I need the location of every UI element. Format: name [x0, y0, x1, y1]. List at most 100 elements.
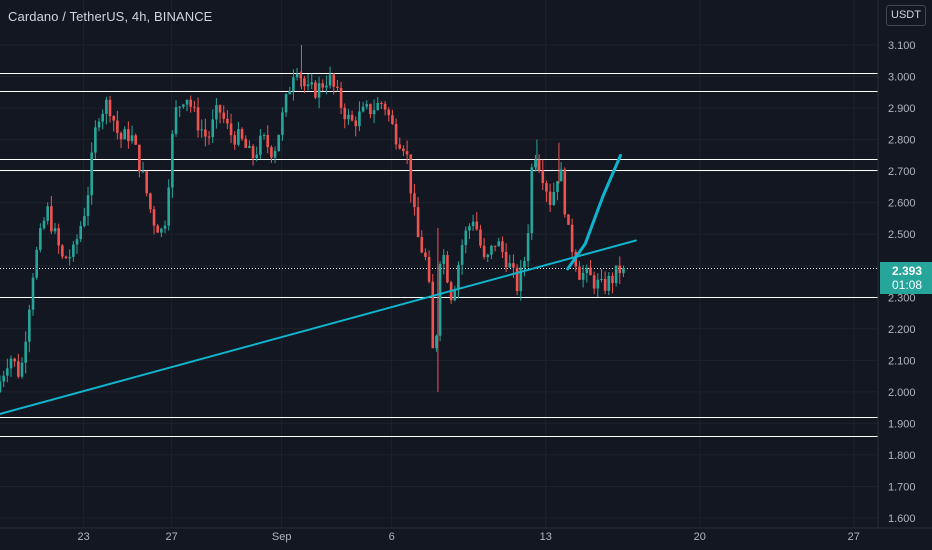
candle-body: [332, 74, 336, 87]
candle-body: [493, 245, 497, 247]
candle-body: [442, 255, 446, 264]
price-tick-label: 2.100: [888, 355, 916, 367]
candle-body: [284, 94, 288, 113]
price-tick-label: 1.600: [888, 513, 916, 525]
bar-countdown: 01:08: [892, 278, 923, 292]
trendline-drawings[interactable]: [0, 153, 637, 415]
candle-body: [486, 254, 490, 258]
candle-body: [28, 309, 31, 342]
candle-body: [328, 74, 332, 86]
candle-body: [138, 144, 141, 172]
candle-body: [464, 230, 468, 246]
candle-body: [482, 245, 486, 258]
candle-series: [0, 45, 625, 394]
candle-body: [306, 84, 310, 87]
candle-body: [413, 193, 416, 208]
candle-body: [570, 224, 574, 252]
candle-body: [387, 109, 391, 116]
candle-body: [618, 265, 622, 274]
candle-body: [39, 228, 42, 250]
price-tick-label: 2.600: [888, 198, 916, 210]
candle-body: [504, 251, 508, 268]
last-price-value: 2.393: [892, 264, 923, 278]
candle-body: [160, 228, 163, 233]
candle-body: [2, 375, 5, 382]
candle-body: [581, 272, 585, 280]
candle-body: [57, 228, 60, 246]
candle-body: [13, 358, 16, 362]
candle-body: [116, 120, 119, 133]
candle-body: [409, 154, 413, 194]
candle-body: [398, 144, 402, 149]
candle-body: [501, 241, 504, 252]
candle-body: [365, 104, 369, 107]
candle-body: [53, 228, 57, 232]
candle-body: [376, 102, 380, 111]
candle-body: [277, 134, 281, 152]
candle-body: [471, 221, 475, 227]
candle-body: [288, 91, 292, 95]
candle-body: [108, 99, 112, 117]
candle-body: [266, 135, 270, 148]
candle-body: [94, 127, 97, 153]
candle-body: [530, 167, 534, 234]
projection-arrow-line[interactable]: [566, 153, 622, 271]
candle-body: [468, 226, 471, 231]
candle-body: [156, 225, 160, 233]
candle-body: [6, 368, 9, 376]
candle-body: [453, 289, 457, 301]
ascending-trendline[interactable]: [0, 239, 637, 415]
price-tick-label: 3.000: [888, 72, 916, 84]
candle-body: [299, 73, 303, 79]
candle-body: [427, 256, 431, 282]
candle-body: [343, 107, 347, 120]
candle-body: [372, 110, 376, 115]
candle-body: [369, 104, 372, 115]
candle-body: [416, 207, 420, 238]
candle-body: [446, 255, 449, 283]
candle-body: [270, 147, 273, 158]
candle-body: [578, 266, 581, 280]
candle-body: [233, 135, 237, 145]
candle-body: [24, 341, 27, 363]
candle-body: [460, 245, 464, 265]
price-tick-label: 1.800: [888, 450, 916, 462]
candle-body: [391, 115, 394, 124]
candle-body: [255, 154, 259, 159]
candle-body: [585, 267, 589, 273]
candle-body: [193, 106, 196, 108]
time-axis[interactable]: 23 27 Sep 6 13 20 27: [77, 531, 859, 543]
candle-body: [50, 206, 53, 232]
candle-body: [281, 112, 284, 135]
candle-body: [563, 169, 567, 215]
candle-body: [438, 263, 442, 336]
candle-body: [105, 99, 108, 114]
time-tick-label: 23: [77, 531, 89, 543]
candle-body: [17, 361, 20, 377]
candle-body: [567, 214, 570, 225]
candle-body: [240, 129, 244, 139]
candle-body: [171, 133, 174, 188]
time-tick-label: 13: [540, 531, 552, 543]
candle-body: [211, 119, 215, 137]
candle-body: [336, 86, 339, 88]
candle-body: [380, 102, 383, 104]
time-tick-label: 27: [166, 531, 178, 543]
currency-button[interactable]: USDT: [886, 5, 926, 26]
candle-body: [130, 135, 134, 142]
price-tick-label: 2.800: [888, 135, 916, 147]
candle-body: [226, 118, 229, 124]
candle-body: [402, 148, 405, 152]
candle-body: [273, 151, 277, 158]
candle-body: [607, 275, 611, 291]
candle-body: [314, 82, 317, 98]
candle-body: [435, 335, 438, 349]
candle-body: [611, 275, 614, 284]
candle-body: [248, 146, 251, 148]
candle-body: [508, 263, 512, 268]
candle-body: [141, 171, 145, 173]
candle-body: [218, 105, 222, 113]
candle-body: [479, 229, 482, 246]
candle-body: [35, 249, 38, 278]
